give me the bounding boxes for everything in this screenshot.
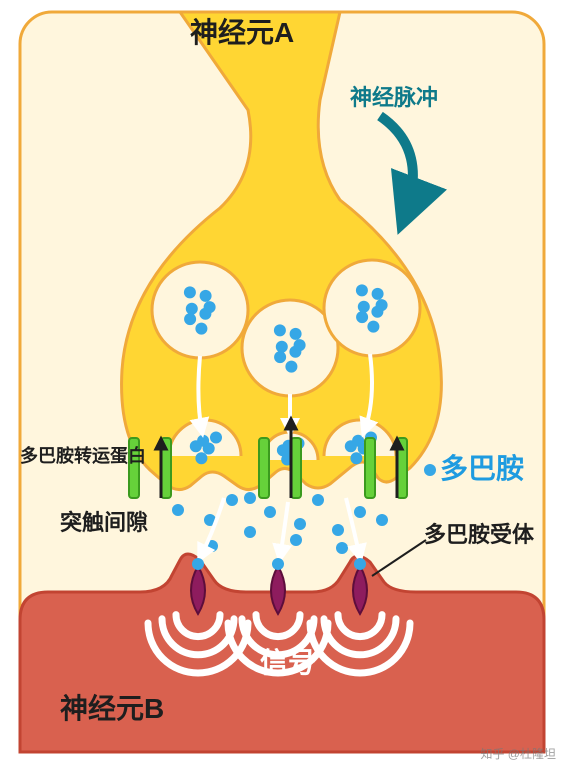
neuron-a-label: 神经元A	[190, 16, 294, 48]
impulse-label: 神经脉冲	[350, 85, 438, 110]
transporter-group	[129, 438, 407, 498]
transporter-label: 多巴胺转运蛋白	[20, 445, 146, 466]
watermark: 知乎 @杜隆坦	[480, 745, 556, 762]
signal-label: 信号	[260, 647, 316, 678]
cleft-label: 突触间隙	[60, 510, 148, 535]
neuron-b-label: 神经元B	[60, 692, 164, 724]
synapse-diagram: 神经元A 神经脉冲 多巴胺转运蛋白 突触间隙 多巴胺 多巴胺受体 信号 神经元B	[0, 0, 564, 768]
dopamine-label: 多巴胺	[440, 453, 524, 484]
receptor-label: 多巴胺受体	[424, 522, 535, 547]
